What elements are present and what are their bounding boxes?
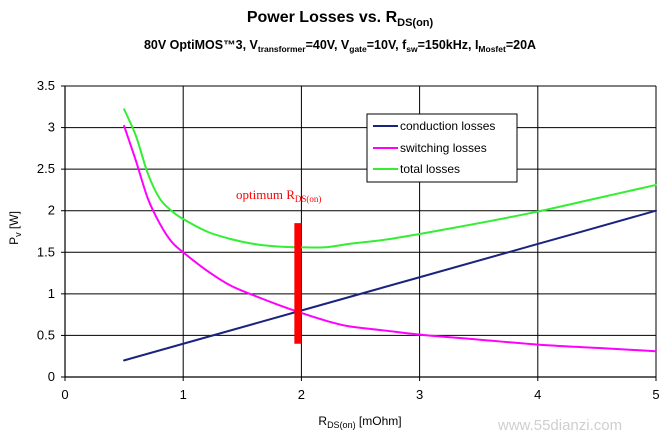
y-axis-label-rest: [W] (7, 211, 21, 232)
x-tick-label-0: 0 (61, 387, 68, 402)
x-tick-label-4: 4 (534, 387, 541, 402)
legend-label-conduction: conduction losses (400, 119, 495, 133)
y-tick-label-6: 3 (48, 120, 55, 135)
legend: conduction losses switching losses total… (366, 113, 518, 183)
subtitle-sub-4: Mosfet (478, 44, 506, 54)
chart-title: Power Losses vs. RDS(on) (247, 9, 434, 29)
x-axis-label-rest: [mOhm] (356, 414, 402, 428)
optimum-annotation-main: optimum R (236, 187, 295, 202)
optimum-annotation-sub: DS(on) (295, 194, 322, 204)
switching-losses-line (123, 124, 657, 353)
subtitle-sub-1: transformer (258, 44, 306, 54)
chart-subtitle: 80V OptiMOS™3, Vtransformer=40V, Vgate=1… (144, 38, 536, 54)
x-tick-label-3: 3 (416, 387, 423, 402)
total-losses-line (123, 108, 657, 249)
y-axis-label-sub: v (13, 232, 23, 237)
subtitle-part-2: =40V, V (306, 38, 350, 52)
y-tick-label-3: 1.5 (37, 244, 55, 259)
plot-area: 0 0.5 1 1.5 2 2.5 3 3.5 0 1 2 3 4 5 (37, 78, 660, 402)
chart-title-main: Power Losses vs. R (247, 9, 398, 26)
subtitle-part-5: =20A (506, 38, 536, 52)
y-tick-label-4: 2 (48, 203, 55, 218)
subtitle-part-4: =150kHz, I (418, 38, 479, 52)
optimum-annotation: optimum RDS(on) (236, 187, 321, 204)
subtitle-sub-2: gate (349, 44, 367, 54)
conduction-losses-line (123, 209, 657, 362)
y-axis-label-main: P (7, 237, 21, 245)
subtitle-part-3: =10V, f (367, 38, 407, 52)
x-tick-label-5: 5 (652, 387, 659, 402)
legend-label-total: total losses (400, 162, 460, 176)
x-axis-label-main: R (318, 414, 327, 428)
chart-title-sub: DS(on) (397, 17, 433, 29)
y-tick-label-1: 0.5 (37, 327, 55, 342)
y-tick-label-0: 0 (48, 369, 55, 384)
y-tick-label-7: 3.5 (37, 78, 55, 93)
x-tick-label-1: 1 (180, 387, 187, 402)
watermark: www.55dianzi.com (497, 417, 622, 434)
subtitle-part-1: 80V OptiMOS™3, V (144, 38, 259, 52)
x-axis-label: RDS(on) [mOhm] (318, 414, 401, 430)
x-axis-label-sub: DS(on) (327, 420, 356, 430)
subtitle-sub-3: sw (406, 44, 418, 54)
y-tick-label-2: 1 (48, 286, 55, 301)
y-tick-label-5: 2.5 (37, 161, 55, 176)
legend-label-switching: switching losses (400, 141, 487, 155)
x-tick-label-2: 2 (298, 387, 305, 402)
y-axis-label: Pv [W] (7, 211, 23, 245)
